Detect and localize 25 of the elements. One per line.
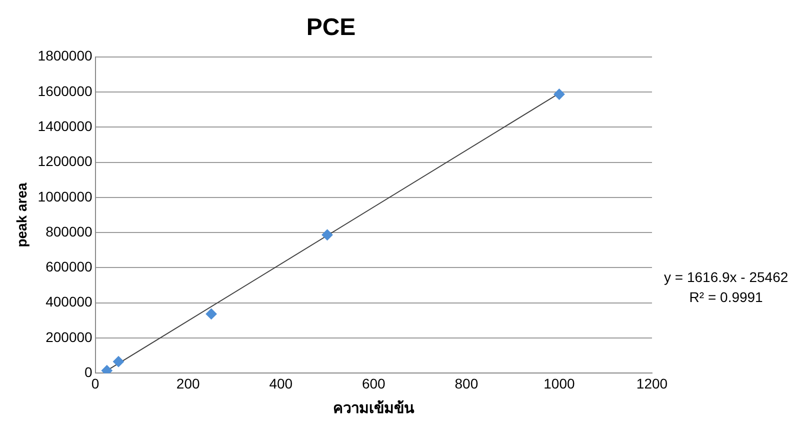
y-tick-label: 800000	[46, 223, 93, 240]
text: R² = 0.9991	[689, 289, 764, 306]
x-tick-label: 400	[269, 375, 293, 392]
y-tick-label: 400000	[46, 294, 93, 310]
chart-title: PCE	[306, 14, 356, 42]
y-axis-title: peak area	[13, 182, 30, 248]
x-axis-title: ความเข้มข้น	[333, 400, 416, 418]
y-tick-label: 200000	[46, 328, 93, 345]
y-tick-label: 1600000	[38, 82, 93, 99]
x-tick-label: 1000	[544, 375, 575, 392]
y-tick-label: 1200000	[38, 153, 93, 170]
y-tick-label: 600000	[46, 258, 93, 275]
point	[322, 229, 333, 240]
point	[554, 88, 565, 100]
point	[206, 308, 217, 320]
point	[113, 356, 124, 368]
text: y = 1616.9x - 25462	[664, 269, 788, 286]
x-tick-label: 200	[176, 375, 200, 392]
y-tick-label: 0	[84, 364, 93, 380]
y-tick-label: 1400000	[38, 118, 93, 134]
x-tick-label: 600	[362, 375, 386, 392]
x-tick-label: 1200	[636, 375, 668, 392]
y-tick-label: 1800000	[38, 48, 93, 64]
y-tick-label: 1000000	[38, 188, 93, 204]
x-tick-label: 800	[454, 375, 478, 392]
